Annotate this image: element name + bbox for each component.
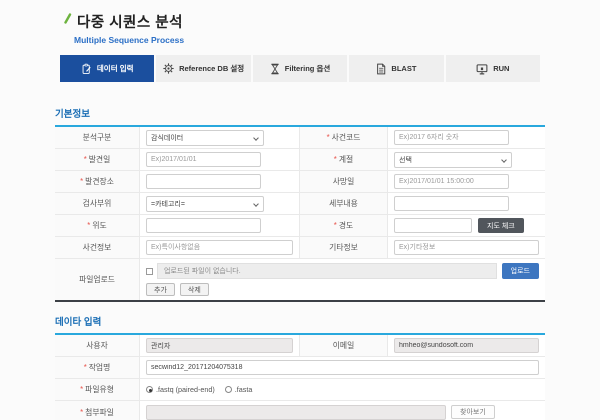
required-mark: * — [80, 385, 84, 394]
table-row: 파일업로드 업로드된 파일이 없습니다. 업로드 추가 삭제 — [55, 259, 545, 300]
upload-empty-bar: 업로드된 파일이 없습니다. — [157, 263, 497, 279]
document-icon — [377, 63, 386, 74]
season-select[interactable]: 선택 — [394, 151, 512, 168]
tab-data-input[interactable]: 데이터 입력 — [60, 55, 155, 82]
clipboard-edit-icon — [82, 63, 91, 74]
case-info-input[interactable] — [146, 240, 293, 255]
delete-button[interactable]: 삭제 — [179, 283, 209, 296]
found-date-label: * 발견일 — [55, 149, 140, 170]
required-mark: * — [87, 221, 91, 230]
required-mark: * — [83, 363, 87, 372]
table-row: 분석구분 감식데이터 * 사건코드 — [55, 127, 545, 149]
latitude-input[interactable] — [146, 218, 261, 233]
required-mark: * — [333, 221, 337, 230]
table-row: * 위도 * 경도 지도 체크 — [55, 215, 545, 237]
page-header: 다중 시퀀스 분석 Multiple Sequence Process — [0, 0, 600, 45]
email-label: 이메일 — [300, 335, 388, 356]
table-row: * 발견일 * 계절 선택 — [55, 149, 545, 171]
monitor-icon — [476, 63, 488, 74]
map-check-button[interactable]: 지도 체크 — [478, 218, 524, 233]
tab-filtering[interactable]: Filtering 옵션 — [252, 55, 348, 82]
radio-checked-icon — [146, 386, 153, 393]
required-mark: * — [333, 155, 337, 164]
user-label: 사용자 — [55, 335, 140, 356]
found-place-label: * 발견장소 — [55, 171, 140, 192]
attach-file-label: * 첨부파일 — [55, 401, 140, 420]
table-row: * 파일유형 .fastq (paired-end) .fasta — [55, 379, 545, 401]
death-date-label: 사망일 — [300, 171, 388, 192]
etc-info-label: 기타정보 — [300, 237, 388, 258]
required-mark: * — [326, 133, 330, 142]
job-name-label: * 작업명 — [55, 357, 140, 378]
detail-input[interactable] — [394, 196, 509, 211]
table-row: * 첨부파일 찾아보기 — [55, 401, 545, 420]
tab-run[interactable]: RUN — [445, 55, 541, 82]
title-accent-icon — [64, 13, 72, 24]
case-code-input[interactable] — [394, 130, 509, 145]
email-input — [394, 338, 539, 353]
death-date-input[interactable] — [394, 174, 509, 189]
table-row: * 작업명 — [55, 357, 545, 379]
add-button[interactable]: 추가 — [146, 283, 175, 296]
found-date-input[interactable] — [146, 152, 261, 167]
file-type-label: * 파일유형 — [55, 379, 140, 400]
analysis-type-label: 분석구분 — [55, 127, 140, 148]
file-upload-label: 파일업로드 — [55, 259, 140, 300]
table-row: 사용자 이메일 — [55, 335, 545, 357]
season-label: * 계절 — [300, 149, 388, 170]
tab-label: BLAST — [391, 64, 417, 73]
analysis-type-select[interactable]: 감식데이터 — [146, 129, 264, 146]
page-subtitle: Multiple Sequence Process — [74, 35, 185, 45]
table-row: * 발견장소 사망일 — [55, 171, 545, 193]
hourglass-icon — [271, 63, 279, 74]
table-row: 검사부위 =카테고리= 세부내용 — [55, 193, 545, 215]
detail-label: 세부내용 — [300, 193, 388, 214]
data-entry-table: 사용자 이메일 * 작업명 * 파일유형 .fa — [55, 333, 545, 420]
tab-reference-db[interactable]: Reference DB 설정 — [156, 55, 251, 82]
file-type-radio-group: .fastq (paired-end) .fasta — [146, 385, 252, 394]
chevron-down-icon — [253, 134, 259, 141]
found-place-input[interactable] — [146, 174, 261, 189]
case-code-label: * 사건코드 — [300, 127, 388, 148]
basic-info-table: 분석구분 감식데이터 * 사건코드 * 발견일 * 계절 — [55, 125, 545, 302]
exam-part-label: 검사부위 — [55, 193, 140, 214]
tab-bar: 데이터 입력 Reference DB 설정 Filtering 옵션 — [60, 55, 541, 82]
tab-label: 데이터 입력 — [96, 64, 134, 73]
upload-button[interactable]: 업로드 — [501, 263, 539, 279]
required-mark: * — [83, 155, 87, 164]
required-mark: * — [80, 407, 84, 417]
etc-info-input[interactable] — [394, 240, 539, 255]
gear-icon — [163, 63, 174, 74]
radio-unchecked-icon — [224, 386, 232, 393]
attach-file-input[interactable] — [146, 404, 446, 420]
tab-label: Filtering 옵션 — [284, 64, 331, 73]
radio-fasta[interactable]: .fasta — [224, 385, 252, 394]
basic-info-section-title: 기본정보 — [55, 109, 90, 120]
table-row: 사건정보 기타정보 — [55, 237, 545, 259]
tab-label: RUN — [493, 64, 510, 73]
exam-part-select[interactable]: =카테고리= — [146, 195, 264, 212]
page-title: 다중 시퀀스 분석 — [77, 15, 183, 31]
tab-label: Reference DB 설정 — [179, 64, 245, 73]
upload-file-checkbox[interactable] — [146, 267, 153, 275]
user-input — [146, 338, 293, 353]
longitude-label: * 경도 — [300, 215, 388, 236]
browse-button[interactable]: 찾아보기 — [451, 405, 495, 419]
longitude-input[interactable] — [394, 218, 472, 233]
radio-fastq-paired-end[interactable]: .fastq (paired-end) — [146, 385, 215, 394]
latitude-label: * 위도 — [55, 215, 140, 236]
case-info-label: 사건정보 — [55, 237, 140, 258]
required-mark: * — [80, 177, 84, 186]
data-entry-section-title: 데이타 입력 — [55, 317, 102, 328]
job-name-input[interactable] — [146, 360, 539, 375]
chevron-down-icon — [501, 156, 507, 163]
chevron-down-icon — [253, 200, 259, 207]
tab-blast[interactable]: BLAST — [349, 55, 444, 82]
